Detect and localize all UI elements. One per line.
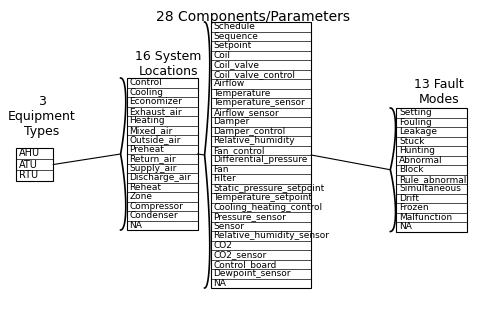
Text: Abnormal: Abnormal (399, 156, 443, 165)
Text: Supply_air: Supply_air (130, 164, 177, 173)
Bar (210, 22, 312, 288)
Bar (126, 78, 198, 230)
Text: Relative_humidity_sensor: Relative_humidity_sensor (214, 231, 330, 240)
Text: Schedule: Schedule (214, 22, 256, 31)
Text: Coil: Coil (214, 51, 230, 60)
Text: Hunting: Hunting (399, 146, 435, 155)
Text: Fouling: Fouling (399, 118, 432, 127)
Text: Coil_valve_control: Coil_valve_control (214, 70, 296, 79)
Text: Damper_control: Damper_control (214, 127, 286, 136)
Text: Temperature_setpoint: Temperature_setpoint (214, 193, 312, 202)
Text: Stuck: Stuck (399, 137, 424, 146)
Text: NA: NA (214, 279, 226, 288)
Text: 3
Equipment
Types: 3 Equipment Types (8, 95, 76, 138)
Text: Coil_valve: Coil_valve (214, 60, 260, 69)
Text: CO2: CO2 (214, 241, 233, 250)
Text: Return_air: Return_air (130, 154, 176, 163)
Text: AHU: AHU (19, 149, 40, 159)
Text: Control: Control (130, 78, 162, 87)
Text: Outside_air: Outside_air (130, 135, 181, 144)
Text: Leakage: Leakage (399, 127, 437, 136)
Text: Dewpoint_sensor: Dewpoint_sensor (214, 269, 291, 278)
Text: 13 Fault
Modes: 13 Fault Modes (414, 78, 464, 106)
Text: Setting: Setting (399, 108, 432, 117)
Text: NA: NA (399, 222, 412, 231)
Text: Sensor: Sensor (214, 222, 244, 231)
Bar (396, 108, 468, 231)
Text: Sequence: Sequence (214, 32, 258, 41)
Text: 16 System
Locations: 16 System Locations (135, 50, 201, 78)
Text: Economizer: Economizer (130, 97, 182, 106)
Text: NA: NA (130, 221, 142, 230)
Text: ATU: ATU (19, 160, 38, 170)
Text: Differential_pressure: Differential_pressure (214, 155, 308, 164)
Text: 28 Components/Parameters: 28 Components/Parameters (156, 10, 350, 24)
Text: Filter: Filter (214, 174, 236, 183)
Text: Preheat: Preheat (130, 145, 164, 154)
Text: Temperature: Temperature (214, 89, 271, 98)
Text: Mixed_air: Mixed_air (130, 126, 172, 135)
Text: Static_pressure_setpoint: Static_pressure_setpoint (214, 184, 324, 193)
Text: Temperature_sensor: Temperature_sensor (214, 98, 305, 107)
Text: Zone: Zone (130, 192, 152, 201)
Text: Airflow_sensor: Airflow_sensor (214, 108, 279, 117)
Text: Rule_abnormal: Rule_abnormal (399, 175, 466, 184)
Text: Frozen: Frozen (399, 203, 429, 212)
Text: Relative_humidity: Relative_humidity (214, 136, 295, 145)
Text: Block: Block (399, 165, 423, 174)
Text: Condenser: Condenser (130, 211, 178, 220)
Text: Discharge_air: Discharge_air (130, 173, 191, 182)
Text: Malfunction: Malfunction (399, 213, 452, 222)
Text: Damper: Damper (214, 117, 250, 126)
Text: Reheat: Reheat (130, 183, 162, 192)
Text: Fan_control: Fan_control (214, 146, 265, 155)
Text: Cooling: Cooling (130, 88, 164, 97)
Text: Cooling_heating_control: Cooling_heating_control (214, 203, 322, 212)
Text: Setpoint: Setpoint (214, 41, 252, 50)
Text: Compressor: Compressor (130, 202, 184, 211)
Text: Exhaust_air: Exhaust_air (130, 107, 182, 116)
Text: Simultaneous: Simultaneous (399, 184, 461, 193)
Text: Fan: Fan (214, 165, 229, 174)
Text: RTU: RTU (19, 171, 38, 180)
Text: Drift: Drift (399, 194, 419, 203)
Text: CO2_sensor: CO2_sensor (214, 250, 266, 259)
Text: Control_board: Control_board (214, 260, 277, 269)
Bar (16, 148, 54, 181)
Text: Airflow: Airflow (214, 79, 244, 88)
Text: Pressure_sensor: Pressure_sensor (214, 212, 286, 221)
Text: Heating: Heating (130, 116, 165, 125)
